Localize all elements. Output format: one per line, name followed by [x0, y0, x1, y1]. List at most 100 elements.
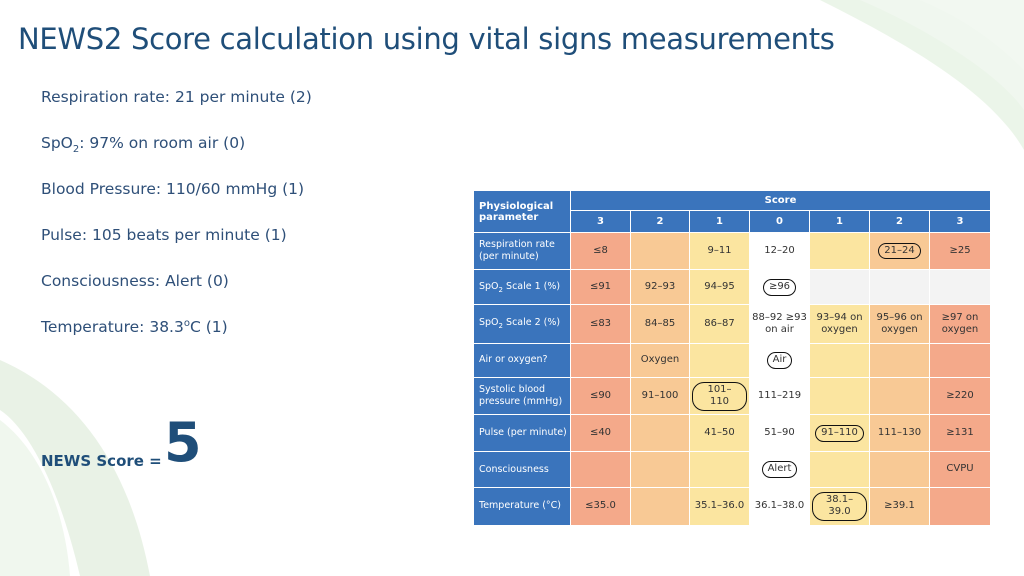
score-col-header: 0	[749, 210, 810, 233]
table-cell: 35.1–36.0	[689, 486, 750, 526]
table-cell: 86–87	[689, 304, 750, 344]
table-cell: 12–20	[749, 231, 810, 271]
table-cell: ≥25	[928, 231, 990, 271]
table-cell	[869, 451, 930, 488]
news2-chart-image: Physiological parameter Score 3 2 1 0 1 2…	[473, 190, 990, 526]
param-rest: Scale 2 (%)	[503, 317, 561, 329]
news2-table: Physiological parameter Score 3 2 1 0 1 2…	[473, 190, 990, 526]
score-col-header: 2	[869, 210, 930, 233]
table-cell	[869, 342, 930, 378]
table-row: Consciousness Alert CVPU	[473, 451, 990, 488]
param-label: SpO2 Scale 1 (%)	[473, 269, 571, 306]
table-cell: ≤90	[570, 376, 631, 416]
table-cell	[630, 486, 690, 526]
table-cell: ≤35.0	[570, 486, 631, 526]
table-cell: Oxygen	[630, 342, 690, 378]
vital-blood-pressure: Blood Pressure: 110/60 mmHg (1)	[41, 180, 305, 198]
param-label: Pulse (per minute)	[473, 414, 571, 453]
table-cell: 91–100	[630, 376, 690, 416]
vital-temp-prefix: Temperature: 38.3	[41, 318, 184, 337]
table-cell: 36.1–38.0	[749, 486, 810, 526]
param-rest: Scale 1 (%)	[503, 280, 561, 292]
table-cell: CVPU	[928, 451, 990, 488]
param-label: Temperature (°C)	[473, 486, 571, 526]
score-col-header: 1	[689, 210, 750, 233]
param-label: SpO2 Scale 2 (%)	[473, 304, 571, 344]
table-cell: 91–110	[809, 414, 870, 453]
circled-value: Alert	[761, 461, 798, 478]
param-label: Consciousness	[473, 451, 571, 488]
table-cell	[869, 269, 930, 306]
vital-respiration: Respiration rate: 21 per minute (2)	[41, 88, 312, 106]
table-cell	[570, 342, 631, 378]
table-cell: ≥39.1	[869, 486, 930, 526]
vital-temperature: Temperature: 38.3oC (1)	[41, 318, 228, 336]
table-cell: ≤40	[570, 414, 631, 453]
table-cell	[809, 269, 870, 306]
param-sub: 2	[498, 285, 504, 294]
circled-value: 91–110	[815, 425, 864, 442]
param-label: Respiration rate (per minute)	[473, 231, 571, 271]
table-cell: 111–130	[869, 414, 930, 453]
score-header: Score	[569, 190, 990, 211]
vital-temp-sup: o	[183, 318, 190, 329]
table-cell	[928, 486, 990, 526]
table-cell: 111–219	[749, 376, 810, 416]
table-cell: Alert	[749, 451, 810, 488]
table-cell	[809, 451, 870, 488]
param-header: Physiological parameter	[473, 190, 571, 233]
table-row: Respiration rate (per minute) ≤8 9–11 12…	[473, 231, 990, 271]
vital-temp-rest: C (1)	[189, 318, 228, 337]
table-cell: Air	[749, 342, 810, 378]
score-col-header: 1	[809, 210, 870, 233]
table-row: SpO2 Scale 2 (%) ≤83 84–85 86–87 88–92 ≥…	[473, 304, 990, 344]
table-cell: 84–85	[630, 304, 690, 344]
vital-spo2: SpO2: 97% on room air (0)	[41, 134, 245, 155]
table-cell	[928, 269, 990, 306]
vital-consciousness: Consciousness: Alert (0)	[41, 272, 229, 290]
table-cell	[630, 414, 690, 453]
param-prefix: SpO	[479, 317, 499, 329]
table-cell	[689, 451, 750, 488]
circled-value: Air	[766, 352, 793, 369]
table-cell: 51–90	[749, 414, 810, 453]
vital-spo2-sub: 2	[72, 144, 80, 156]
table-cell: ≥131	[928, 414, 990, 453]
table-cell: ≥96	[749, 269, 810, 306]
circled-value: 38.1–39.0	[812, 491, 867, 521]
table-cell	[630, 231, 690, 271]
param-header-line1: Physiological	[479, 200, 554, 212]
table-cell	[809, 231, 870, 271]
table-cell: 21–24	[869, 231, 930, 271]
param-sub: 2	[498, 322, 504, 331]
table-cell: 88–92 ≥93 on air	[749, 304, 810, 344]
table-row: Systolic blood pressure (mmHg) ≤90 91–10…	[473, 376, 990, 416]
table-cell: 93–94 on oxygen	[809, 304, 870, 344]
table-cell	[809, 342, 870, 378]
table-cell: 101–110	[689, 376, 750, 416]
table-row: Temperature (°C) ≤35.0 35.1–36.0 36.1–38…	[473, 486, 990, 526]
table-cell: 38.1–39.0	[809, 486, 870, 526]
param-header-line2: parameter	[479, 211, 539, 223]
news-score-value: 5	[164, 411, 202, 474]
table-row: Air or oxygen? Oxygen Air	[473, 342, 990, 378]
table-cell: ≥220	[928, 376, 990, 416]
table-cell: 41–50	[689, 414, 750, 453]
table-cell: 92–93	[630, 269, 690, 306]
table-row: Pulse (per minute) ≤40 41–50 51–90 91–11…	[473, 414, 990, 453]
param-label: Air or oxygen?	[473, 342, 571, 378]
table-cell: ≤8	[570, 231, 631, 271]
vital-spo2-rest: : 97% on room air (0)	[79, 134, 246, 152]
news-score-label: NEWS Score =	[41, 452, 162, 470]
table-cell: 94–95	[689, 269, 750, 306]
score-col-header: 2	[630, 210, 690, 233]
circled-value: 101–110	[692, 381, 747, 411]
score-col-header: 3	[570, 210, 631, 233]
vital-pulse: Pulse: 105 beats per minute (1)	[41, 226, 287, 244]
score-col-header: 3	[928, 210, 990, 233]
param-prefix: SpO	[479, 280, 499, 292]
param-label: Systolic blood pressure (mmHg)	[473, 376, 571, 416]
page-title: NEWS2 Score calculation using vital sign…	[18, 22, 835, 56]
vital-spo2-prefix: SpO	[41, 134, 73, 152]
table-cell	[570, 451, 631, 488]
